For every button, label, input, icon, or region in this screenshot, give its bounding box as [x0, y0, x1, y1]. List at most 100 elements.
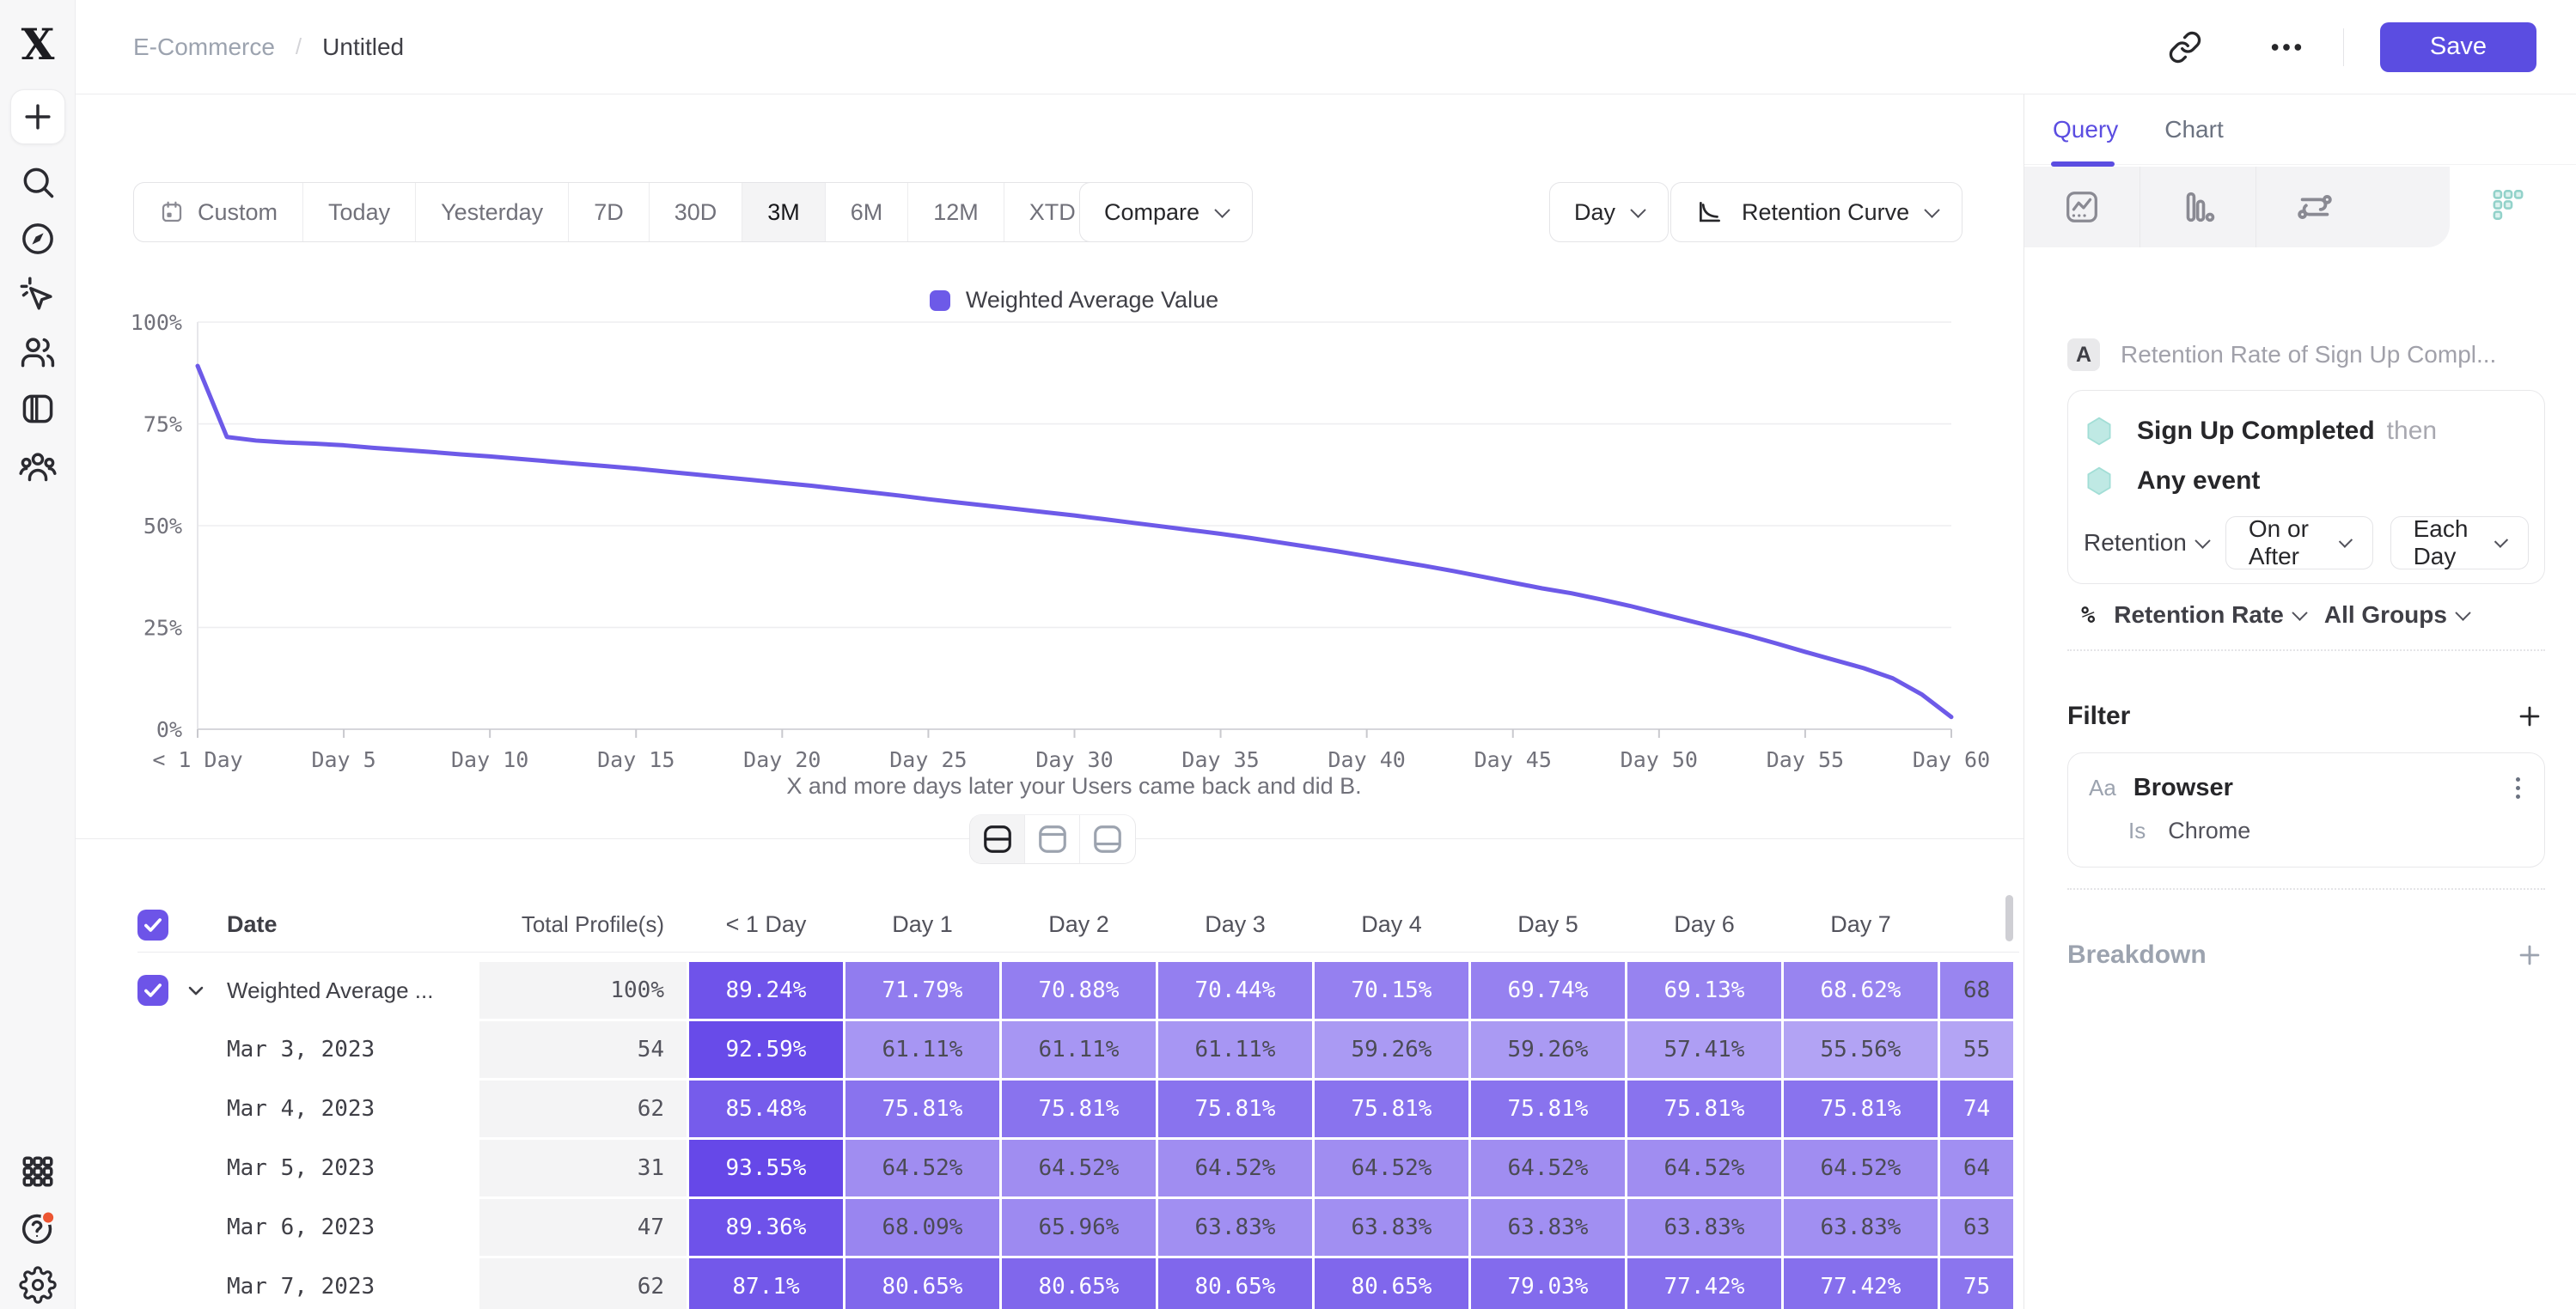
row-total-profiles: 62 — [479, 1258, 687, 1309]
calendar-icon — [159, 199, 185, 225]
row-label: Mar 6, 2023 — [227, 1215, 375, 1240]
header-day: Day 4 — [1361, 911, 1422, 937]
on-or-after-dropdown[interactable]: On or After — [2225, 515, 2373, 569]
retention-cell: 93.55% — [689, 1140, 843, 1196]
event-row-2[interactable]: Any event — [2084, 456, 2529, 506]
table-row[interactable]: Mar 5, 2023 31 93.55% 64.52% 64.52% 64.52% 64.… — [137, 1140, 2019, 1196]
range-7d[interactable]: 7D — [569, 183, 650, 241]
svg-text:Day 55: Day 55 — [1767, 747, 1844, 772]
main-content: Custom Today Yesterday 7D 30D 3M 6M 12M XTD Comp… — [76, 94, 2024, 1309]
retention-cell: 64.52% — [1002, 1140, 1156, 1196]
settings-gear-icon[interactable] — [19, 1266, 57, 1304]
search-icon[interactable] — [19, 163, 57, 201]
table-row[interactable]: Mar 3, 2023 54 92.59% 61.11% 61.11% 61.11% 59.… — [137, 1021, 2019, 1078]
row-checkbox[interactable] — [137, 975, 168, 1006]
retention-cell: 59.26% — [1315, 1021, 1468, 1078]
tab-query[interactable]: Query — [2053, 115, 2119, 143]
retention-cell: 64.52% — [1784, 1140, 1938, 1196]
view-type-tabs — [2024, 167, 2576, 247]
filter-section-header: Filter — [2067, 701, 2545, 732]
layout-chart-only-icon[interactable] — [1025, 815, 1080, 863]
layout-table-only-icon[interactable] — [1080, 815, 1135, 863]
table-row[interactable]: Mar 4, 2023 62 85.48% 75.81% 75.81% 75.81% 75.… — [137, 1081, 2019, 1137]
expand-chevron-icon[interactable] — [184, 978, 208, 1002]
breadcrumb-title[interactable]: Untitled — [322, 33, 405, 60]
each-day-dropdown[interactable]: Each Day — [2390, 515, 2529, 569]
retention-cell: 57.41% — [1627, 1021, 1781, 1078]
retention-cell: 68.62% — [1784, 962, 1938, 1019]
more-options-icon[interactable] — [2266, 27, 2307, 68]
filter-kebab-icon[interactable] — [2512, 774, 2524, 802]
compare-button[interactable]: Compare — [1079, 182, 1254, 242]
row-chevron-cell — [184, 1199, 227, 1256]
save-button[interactable]: Save — [2379, 21, 2536, 72]
query-panel: Query Chart A Rete — [2024, 94, 2576, 1309]
breadcrumb-workspace[interactable]: E-Commerce — [133, 33, 275, 60]
legend-swatch — [929, 289, 950, 311]
measure-dropdown[interactable]: Retention Rate — [2114, 601, 2308, 629]
add-filter-icon[interactable] — [2514, 701, 2545, 732]
svg-text:Day 40: Day 40 — [1328, 747, 1406, 772]
event-row-1[interactable]: Sign Up Completed then — [2084, 406, 2529, 456]
filter-card[interactable]: Aa Browser Is Chrome — [2067, 752, 2545, 868]
cursor-sparkle-icon[interactable] — [19, 277, 57, 314]
compass-icon[interactable] — [19, 220, 57, 258]
share-link-icon[interactable] — [2164, 27, 2206, 68]
users-icon[interactable] — [19, 333, 57, 371]
table-row[interactable]: Mar 7, 2023 62 87.1% 80.65% 80.65% 80.65% 80.6… — [137, 1258, 2019, 1309]
retention-cell: 80.65% — [1315, 1258, 1468, 1309]
svg-text:Day 5: Day 5 — [311, 747, 375, 772]
retention-mode-dropdown[interactable]: Retention — [2084, 529, 2211, 557]
retention-cell: 64.52% — [1471, 1140, 1625, 1196]
groups-dropdown[interactable]: All Groups — [2324, 601, 2471, 629]
range-30d[interactable]: 30D — [650, 183, 743, 241]
header-day: Day 6 — [1674, 911, 1735, 937]
retention-cell: 55 — [1940, 1021, 2013, 1078]
apps-grid-icon[interactable] — [19, 1153, 57, 1190]
query-title-row: A Retention Rate of Sign Up Compl... — [2067, 338, 2545, 371]
help-icon[interactable] — [19, 1209, 57, 1247]
retention-cell: 75 — [1940, 1258, 2013, 1309]
header-day: Day 1 — [892, 911, 953, 937]
add-breakdown-icon[interactable] — [2514, 940, 2545, 971]
sidebar: X — [0, 0, 76, 1309]
range-today[interactable]: Today — [303, 183, 417, 241]
row-total-profiles: 47 — [479, 1199, 687, 1256]
retention-cell: 68 — [1940, 962, 2013, 1019]
range-6m[interactable]: 6M — [826, 183, 909, 241]
retention-curve-icon — [1695, 198, 1724, 227]
flows-icon[interactable] — [2256, 167, 2372, 247]
layout-split-icon[interactable] — [970, 815, 1025, 863]
granularity-dropdown[interactable]: Day — [1549, 182, 1670, 242]
row-checkbox[interactable] — [137, 909, 168, 941]
insights-chart-icon[interactable] — [2024, 167, 2140, 247]
vertical-scrollbar[interactable] — [2005, 895, 2013, 941]
community-icon[interactable] — [19, 447, 57, 484]
bar-chart-icon[interactable] — [2140, 167, 2256, 247]
filter-field: Browser — [2133, 774, 2233, 801]
range-custom[interactable]: Custom — [134, 183, 304, 241]
table-row[interactable]: Mar 6, 2023 47 89.36% 68.09% 65.96% 63.83% 63.… — [137, 1199, 2019, 1256]
retention-cell: 69.74% — [1471, 962, 1625, 1019]
retention-grid-icon[interactable] — [2490, 187, 2526, 228]
header-day: Day 7 — [1830, 911, 1891, 937]
query-title[interactable]: Retention Rate of Sign Up Compl... — [2121, 341, 2497, 368]
range-xtd[interactable]: XTD — [1004, 183, 1133, 241]
retention-cell: 64 — [1940, 1140, 2013, 1196]
row-chevron-cell — [184, 1081, 227, 1137]
new-item-button[interactable] — [10, 89, 65, 144]
row-chevron-cell — [184, 1021, 227, 1078]
range-12m[interactable]: 12M — [908, 183, 1004, 241]
table-row[interactable]: Weighted Average ... 100% 89.24% 71.79% 70.8… — [137, 962, 2019, 1019]
tab-chart[interactable]: Chart — [2164, 115, 2224, 143]
query-badge: A — [2067, 338, 2100, 371]
breakdown-heading: Breakdown — [2067, 941, 2207, 969]
range-3m[interactable]: 3M — [742, 183, 826, 241]
chart-caption: X and more days later your Users came ba… — [786, 773, 1362, 799]
chart-type-dropdown[interactable]: Retention Curve — [1670, 182, 1963, 242]
svg-text:Day 25: Day 25 — [889, 747, 967, 772]
side-panel-icon[interactable] — [19, 390, 57, 428]
filter-value[interactable]: Chrome — [2168, 818, 2251, 843]
range-yesterday[interactable]: Yesterday — [416, 183, 570, 241]
retention-cell: 69.13% — [1627, 962, 1781, 1019]
